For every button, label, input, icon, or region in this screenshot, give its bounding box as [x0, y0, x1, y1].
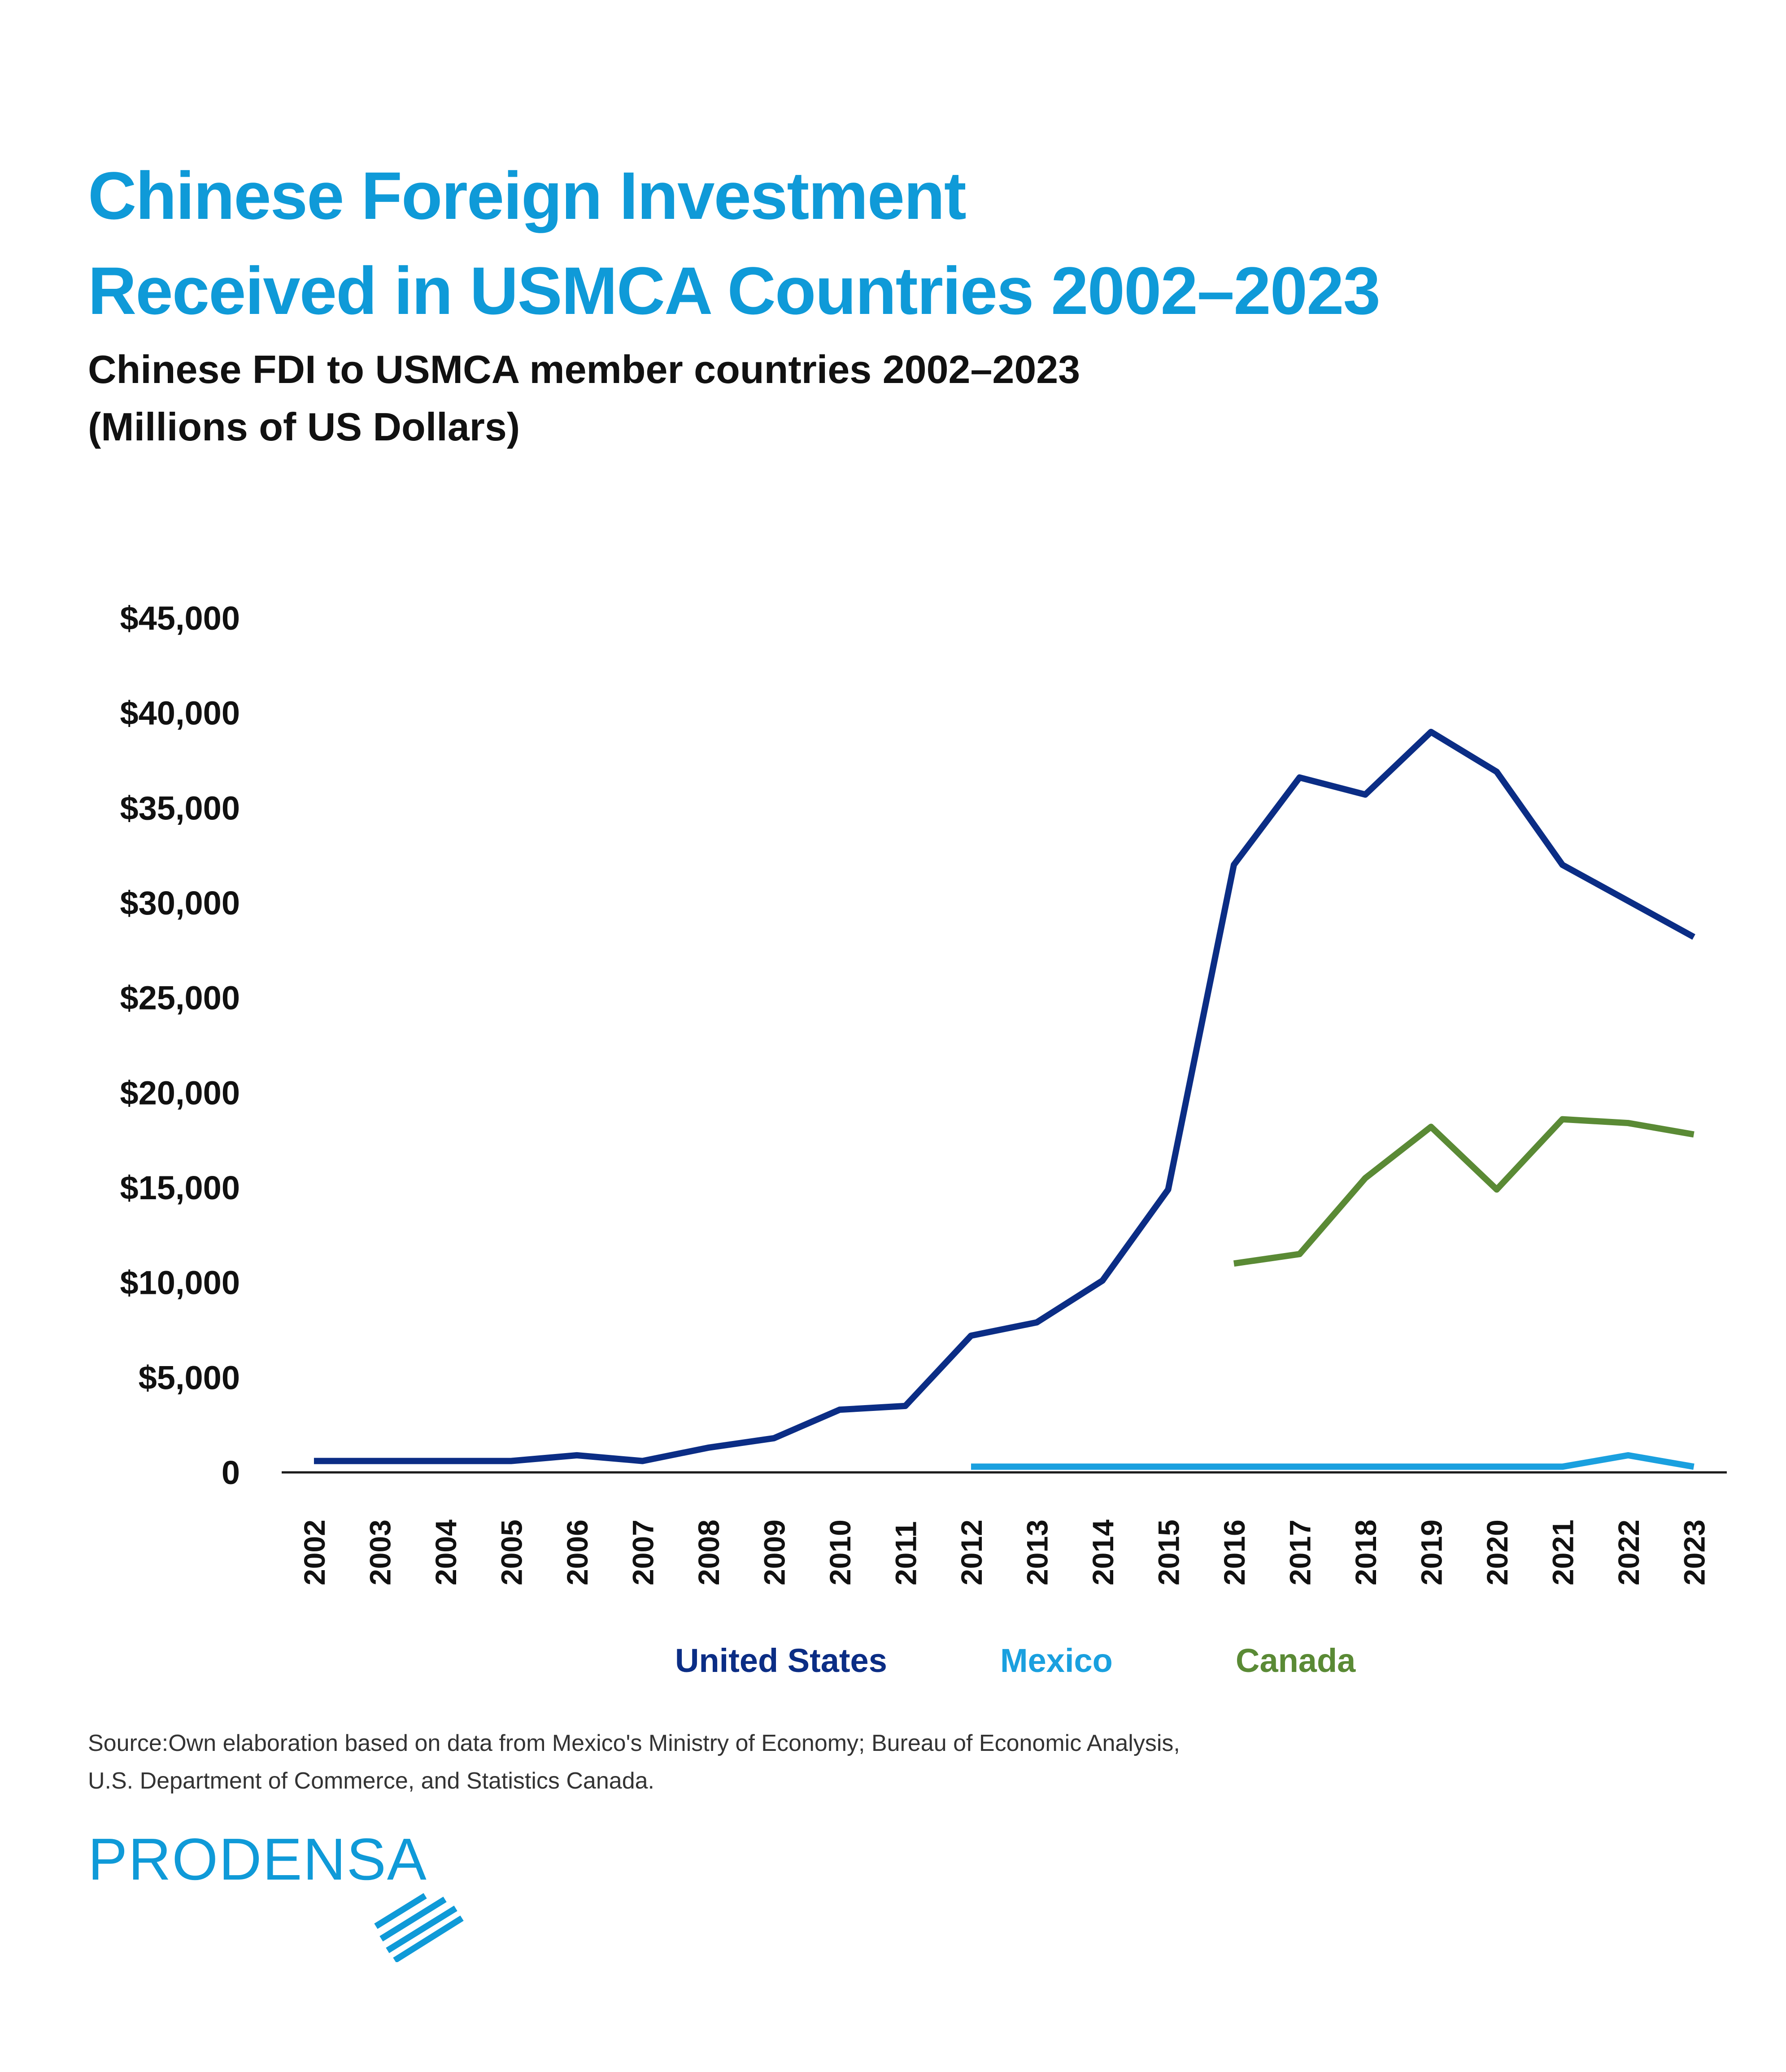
y-tick-label: $10,000: [120, 1264, 240, 1302]
series-line-united-states: [314, 729, 1695, 1464]
x-tick-label: 2013: [1021, 1519, 1054, 1585]
chart-title: Chinese Foreign Investment Received in U…: [88, 148, 1381, 338]
x-tick-label: 2009: [758, 1519, 791, 1585]
chart-title-line-1: Chinese Foreign Investment: [88, 158, 967, 233]
x-tick-label: 2014: [1086, 1519, 1120, 1585]
x-tick-label: 2017: [1284, 1519, 1317, 1585]
x-tick-label: 2021: [1546, 1519, 1580, 1585]
line-chart: 0 $5,000 $10,000 $15,000 $20,000 $25,000 $30,0…: [120, 600, 1727, 1585]
legend-item-mexico: Mexico: [1000, 1642, 1113, 1679]
x-tick-label: 2011: [889, 1521, 923, 1585]
x-tick-label: 2023: [1678, 1519, 1711, 1585]
x-tick-label: 2006: [561, 1519, 594, 1585]
series-line-canada: [1233, 1116, 1695, 1267]
x-tick-label: 2012: [955, 1519, 988, 1585]
y-tick-label: $20,000: [120, 1074, 240, 1111]
y-tick-label: $5,000: [139, 1359, 240, 1396]
y-tick-label: $15,000: [120, 1169, 240, 1206]
y-tick-label: $35,000: [120, 789, 240, 827]
legend-item-canada: Canada: [1236, 1642, 1356, 1679]
x-tick-label: 2015: [1152, 1519, 1185, 1585]
y-tick-label: $25,000: [120, 979, 240, 1017]
x-tick-label: 2022: [1612, 1519, 1645, 1585]
chart-subtitle-line-2: (Millions of US Dollars): [88, 405, 520, 449]
chart-subtitle-line-1: Chinese FDI to USMCA member countries 20…: [88, 347, 1080, 392]
x-tick-label: 2016: [1218, 1519, 1251, 1585]
x-tick-label: 2002: [298, 1519, 331, 1585]
x-tick-label: 2018: [1349, 1519, 1382, 1585]
x-tick-label: 2003: [364, 1519, 397, 1585]
x-tick-label: 2010: [823, 1519, 857, 1585]
y-tick-label: $30,000: [120, 884, 240, 922]
series-line-mexico: [971, 1452, 1695, 1470]
prodensa-logo: PRODENSA: [88, 1826, 427, 1892]
x-tick-label: 2007: [627, 1519, 660, 1585]
source-note: Source:Own elaboration based on data fro…: [88, 1724, 1180, 1800]
y-tick-label: $40,000: [120, 695, 240, 732]
series-lines: [314, 729, 1695, 1470]
x-tick-label: 2019: [1415, 1519, 1448, 1585]
x-axis-ticks: 2002 2003 2004 2005 2006 2007 2008 2009 2010 2011…: [298, 1519, 1711, 1585]
diagonal-stripes-icon: [374, 1893, 464, 1962]
y-axis-ticks: 0 $5,000 $10,000 $15,000 $20,000 $25,000 $30,0…: [120, 600, 240, 1491]
x-tick-label: 2005: [495, 1519, 528, 1585]
chart-title-line-2: Received in USMCA Countries 2002–2023: [88, 253, 1381, 328]
source-line-2: U.S. Department of Commerce, and Statist…: [88, 1768, 654, 1794]
chart-subtitle: Chinese FDI to USMCA member countries 20…: [88, 341, 1080, 456]
y-tick-label: $45,000: [120, 600, 240, 637]
source-line-1: Source:Own elaboration based on data fro…: [88, 1730, 1180, 1756]
y-tick-label: 0: [222, 1454, 240, 1491]
x-tick-label: 2008: [692, 1519, 725, 1585]
x-tick-label: 2020: [1481, 1519, 1514, 1585]
x-tick-label: 2004: [429, 1519, 462, 1585]
legend-item-united-states: United States: [675, 1642, 887, 1679]
